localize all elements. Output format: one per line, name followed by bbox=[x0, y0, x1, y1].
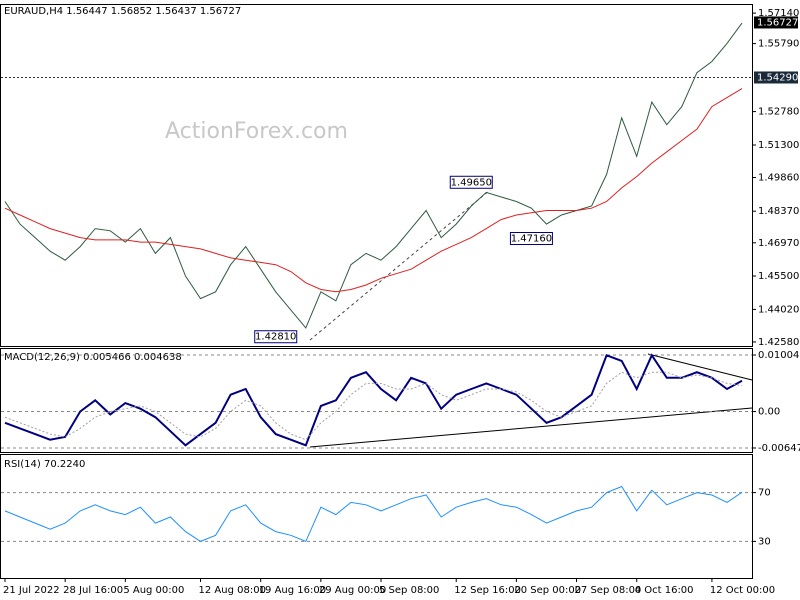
annotation-box bbox=[449, 175, 493, 189]
series-line bbox=[4, 485, 743, 543]
y-tick-label: 70 bbox=[758, 488, 771, 499]
annotation-label: 1.47160 bbox=[511, 234, 552, 245]
y-tick-label: 1.55790 bbox=[758, 39, 799, 50]
y-tick-label: 0.010047 bbox=[758, 350, 800, 361]
annotation-box bbox=[509, 232, 553, 246]
y-tick-label: 1.46970 bbox=[758, 238, 799, 249]
x-tick-label: 28 Jul 16:00 bbox=[63, 585, 123, 596]
series-line bbox=[4, 371, 743, 441]
rsi-panel bbox=[0, 454, 753, 579]
y-tick-label: 1.45500 bbox=[758, 271, 799, 282]
panel-label: RSI(14) 70.2240 bbox=[4, 459, 85, 470]
annotation-label: 1.49650 bbox=[451, 177, 492, 188]
chart-title: EURAUD,H4 1.56447 1.56852 1.56437 1.5672… bbox=[4, 6, 241, 17]
x-tick-label: 4 Oct 16:00 bbox=[635, 585, 694, 596]
x-tick-label: 19 Aug 16:00 bbox=[259, 585, 326, 596]
y-tick-label: 1.42580 bbox=[758, 337, 799, 348]
y-tick-label: 1.52780 bbox=[758, 107, 799, 118]
price-box bbox=[754, 16, 798, 29]
y-tick-label: -0.006476 bbox=[758, 443, 800, 454]
series-line bbox=[4, 88, 743, 293]
y-tick-label: 0.00 bbox=[758, 407, 780, 418]
price-label: 1.54290 bbox=[757, 72, 798, 83]
macd-panel bbox=[0, 348, 753, 453]
x-tick-label: 20 Sep 00:00 bbox=[514, 585, 581, 596]
y-tick-label: 1.49860 bbox=[758, 173, 799, 184]
trend-line bbox=[647, 353, 753, 381]
annotation-label: 1.42810 bbox=[255, 332, 296, 343]
price-panel bbox=[0, 4, 753, 347]
x-tick-label: 12 Sep 16:00 bbox=[454, 585, 521, 596]
x-tick-label: 5 Aug 00:00 bbox=[123, 585, 184, 596]
y-tick-label: 30 bbox=[758, 536, 771, 547]
price-label: 1.56727 bbox=[757, 17, 798, 28]
x-tick-label: 29 Aug 00:00 bbox=[319, 585, 386, 596]
annotation-box bbox=[254, 330, 298, 344]
trend-line bbox=[309, 407, 753, 448]
x-tick-label: 12 Oct 00:00 bbox=[710, 585, 775, 596]
y-tick-label: 1.51300 bbox=[758, 140, 799, 151]
x-tick-label: 27 Sep 08:00 bbox=[575, 585, 642, 596]
series-line bbox=[4, 353, 743, 447]
y-tick-label: 1.57140 bbox=[758, 8, 799, 19]
y-tick-label: 1.48370 bbox=[758, 206, 799, 217]
watermark: ActionForex.com bbox=[165, 119, 348, 144]
y-tick-label: 1.44020 bbox=[758, 304, 799, 315]
x-tick-label: 12 Aug 08:00 bbox=[199, 585, 266, 596]
x-tick-label: 21 Jul 2022 bbox=[3, 585, 60, 596]
price-box bbox=[754, 71, 798, 84]
panel-label: MACD(12,26,9) 0.005466 0.004638 bbox=[4, 352, 182, 363]
x-tick-label: 5 Sep 08:00 bbox=[379, 585, 439, 596]
